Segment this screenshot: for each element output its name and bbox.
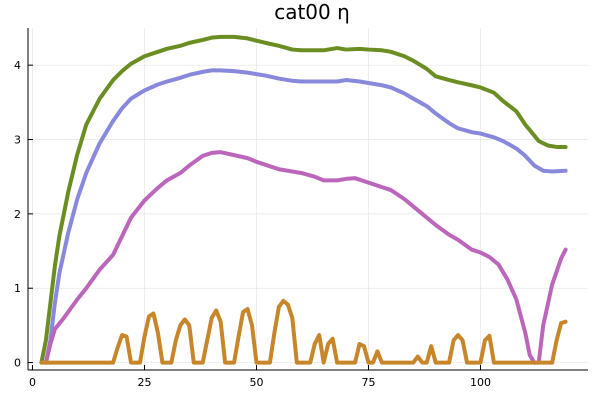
series-line-3 xyxy=(39,298,568,365)
y-tick-label-3: 3 xyxy=(14,134,21,147)
x-tick-label-3: 75 xyxy=(361,376,375,389)
y-tick-label-1: 1 xyxy=(14,282,21,295)
y-tick-label-4: 4 xyxy=(14,59,21,72)
chart-title: cat00 η xyxy=(274,0,350,24)
axes xyxy=(27,28,588,371)
series-line-0 xyxy=(39,34,568,365)
y-tick-label-2: 2 xyxy=(14,208,21,221)
series-group xyxy=(39,34,568,365)
y-tick-label-0: 0 xyxy=(14,357,21,370)
x-tick-label-0: 0 xyxy=(29,376,36,389)
x-tick-label-2: 50 xyxy=(249,376,263,389)
x-tick-label-1: 25 xyxy=(137,376,151,389)
ticks: 0 25 50 75 100 0 1 2 3 4 xyxy=(14,59,491,389)
x-tick-label-4: 100 xyxy=(470,376,491,389)
series-line-1 xyxy=(43,68,568,365)
series-line-2 xyxy=(43,150,568,365)
